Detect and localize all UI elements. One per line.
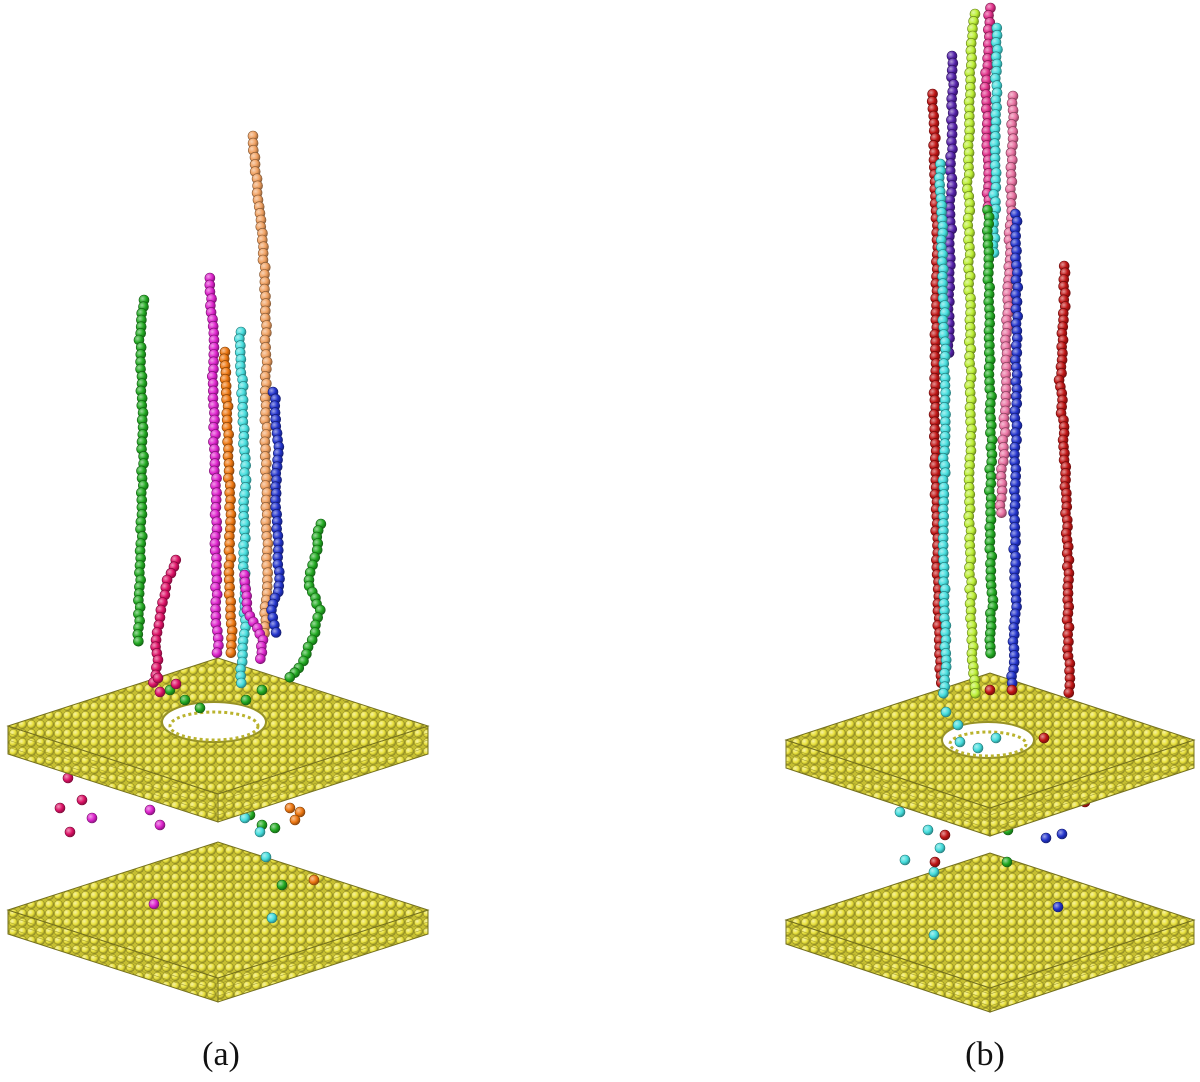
panel-a-trajectory-blue xyxy=(266,386,285,638)
panel-b-simulation xyxy=(784,2,1196,1013)
panel-a-gap-beads-cyan xyxy=(239,812,278,924)
panel-b-trajectory-light-pink xyxy=(994,90,1020,519)
panel-a-lower-slab xyxy=(6,841,430,1003)
panel-a-trajectory-cyan xyxy=(234,326,252,689)
caption-a: (a) xyxy=(202,1036,240,1073)
panel-a-pore-beads-crimson xyxy=(152,672,182,698)
panel-b-upper-slab xyxy=(784,672,1196,837)
panel-a-trajectory-green-2 xyxy=(284,518,327,683)
panel-a-gap-beads-crimson xyxy=(54,772,88,838)
panel-a-simulation xyxy=(6,130,430,1003)
panel-a-pore-beads xyxy=(164,684,268,714)
caption-b: (b) xyxy=(965,1036,1005,1073)
panel-a-trajectory-green-1 xyxy=(132,294,150,647)
panel-b-upper-slab-pore xyxy=(941,721,1035,759)
panel-b-gap-beads-blue xyxy=(1040,828,1068,913)
panel-b-trajectory-green xyxy=(981,204,999,659)
panel-b-trajectory-blue xyxy=(1006,208,1024,689)
panel-b-pore-beads-red xyxy=(984,684,1050,744)
panel-a-trajectory-magenta-2 xyxy=(239,569,269,665)
panel-a-gap-beads-magenta xyxy=(86,804,166,910)
panel-a-trajectory-crimson xyxy=(148,554,182,688)
panel-a-trajectory-light-orange xyxy=(247,130,274,639)
panel-a-upper-slab xyxy=(6,657,430,823)
panel-a-upper-slab-pore xyxy=(161,701,267,743)
panel-b-trajectory-cyan xyxy=(933,158,952,699)
panel-b-pore-beads xyxy=(940,706,1002,754)
panel-b-gap-beads-cyan xyxy=(894,806,946,941)
panel-a-trajectory-orange xyxy=(218,346,238,659)
panel-b-trajectory-red-2 xyxy=(1053,260,1076,699)
panel-b-trajectory-lime xyxy=(961,8,981,699)
panel-a-gap-beads-orange xyxy=(284,802,320,886)
panel-a-trajectory-magenta xyxy=(204,272,224,659)
panel-b-lower-slab xyxy=(784,852,1196,1013)
